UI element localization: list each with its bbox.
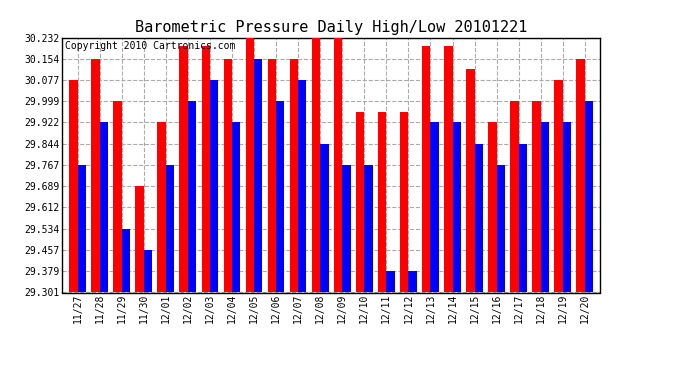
Bar bbox=[188, 101, 196, 292]
Bar bbox=[576, 59, 585, 292]
Bar bbox=[585, 101, 593, 292]
Bar bbox=[533, 101, 541, 292]
Bar bbox=[519, 144, 527, 292]
Bar bbox=[312, 38, 320, 292]
Bar bbox=[113, 101, 121, 292]
Bar bbox=[69, 80, 77, 292]
Bar bbox=[475, 144, 483, 292]
Bar bbox=[77, 165, 86, 292]
Bar bbox=[466, 69, 475, 292]
Bar bbox=[563, 122, 571, 292]
Bar bbox=[179, 46, 188, 292]
Title: Barometric Pressure Daily High/Low 20101221: Barometric Pressure Daily High/Low 20101… bbox=[135, 20, 527, 35]
Bar bbox=[232, 122, 240, 292]
Bar bbox=[342, 165, 351, 292]
Bar bbox=[290, 59, 298, 292]
Text: Copyright 2010 Cartronics.com: Copyright 2010 Cartronics.com bbox=[65, 41, 235, 51]
Bar bbox=[91, 59, 99, 292]
Bar bbox=[400, 112, 408, 292]
Bar bbox=[511, 101, 519, 292]
Bar bbox=[497, 165, 505, 292]
Bar bbox=[378, 112, 386, 292]
Bar bbox=[166, 165, 174, 292]
Bar bbox=[334, 38, 342, 292]
Bar bbox=[135, 186, 144, 292]
Bar bbox=[298, 80, 306, 292]
Bar bbox=[157, 122, 166, 292]
Bar bbox=[224, 59, 232, 292]
Bar bbox=[144, 250, 152, 292]
Bar bbox=[408, 271, 417, 292]
Bar bbox=[444, 46, 453, 292]
Bar bbox=[99, 122, 108, 292]
Bar bbox=[541, 122, 549, 292]
Bar bbox=[356, 112, 364, 292]
Bar bbox=[386, 271, 395, 292]
Bar bbox=[489, 122, 497, 292]
Bar bbox=[121, 229, 130, 292]
Bar bbox=[254, 59, 262, 292]
Bar bbox=[210, 80, 218, 292]
Bar bbox=[431, 122, 439, 292]
Bar bbox=[320, 144, 328, 292]
Bar bbox=[555, 80, 563, 292]
Bar bbox=[422, 46, 431, 292]
Bar bbox=[246, 38, 254, 292]
Bar bbox=[276, 101, 284, 292]
Bar bbox=[268, 59, 276, 292]
Bar bbox=[453, 122, 461, 292]
Bar bbox=[364, 165, 373, 292]
Bar bbox=[201, 46, 210, 292]
